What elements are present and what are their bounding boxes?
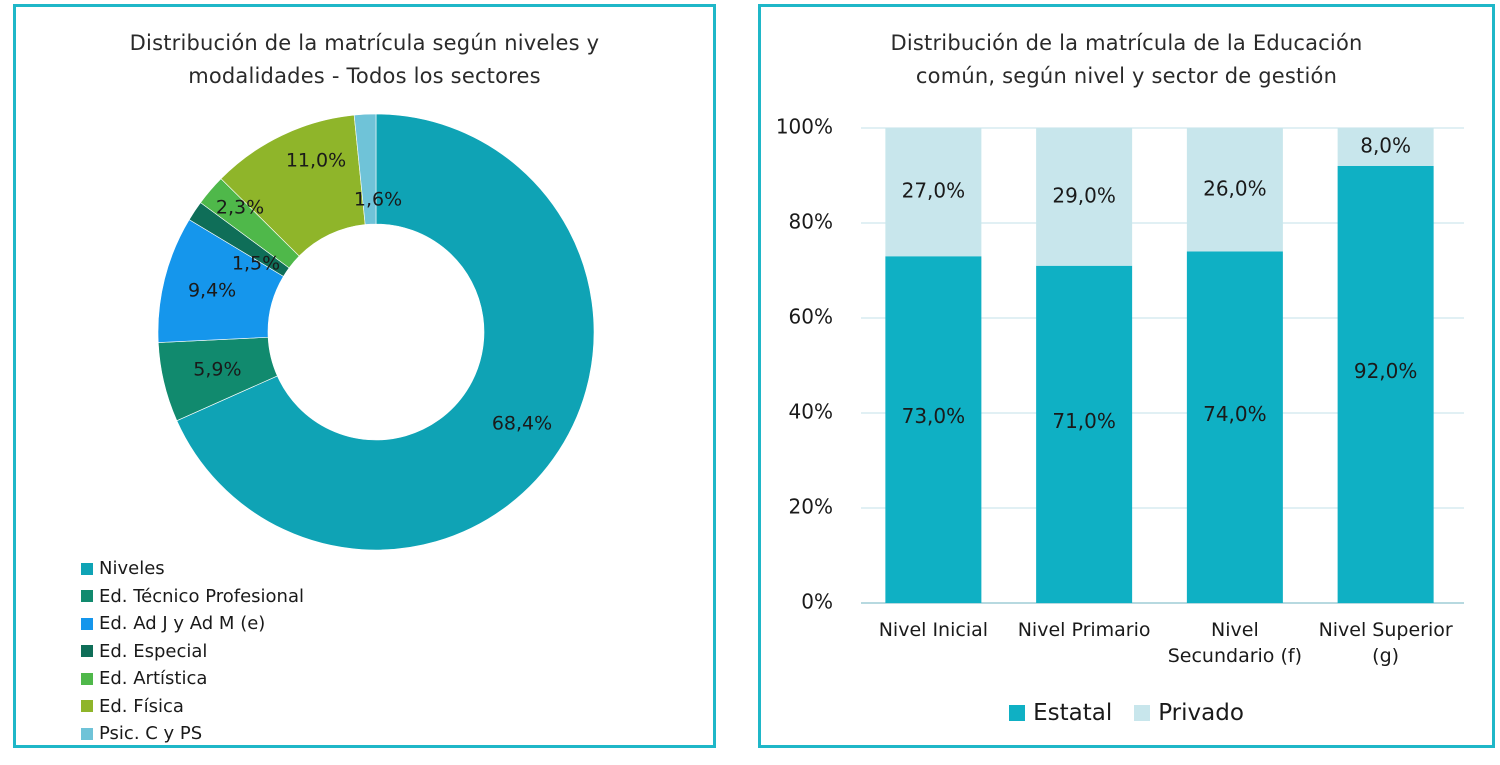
- donut-legend-label-1: Ed. Técnico Profesional: [99, 585, 304, 607]
- bar-category-label-0: Nivel Inicial: [858, 617, 1008, 643]
- bar-data-label-estatal-1: 71,0%: [1052, 409, 1116, 433]
- donut-legend-item-1: Ed. Técnico Profesional: [81, 583, 304, 611]
- donut-legend-swatch-2: [81, 617, 93, 630]
- bar-category-label-2: Nivel Secundario (f): [1160, 617, 1310, 669]
- bar-privado-3: [1337, 128, 1434, 166]
- bar-estatal-0: [885, 256, 982, 603]
- donut-legend-label-4: Ed. Artística: [99, 668, 208, 690]
- bar-data-label-privado-1: 29,0%: [1052, 183, 1116, 207]
- bar-estatal-1: [1036, 265, 1133, 603]
- donut-legend-label-6: Psic. C y PS: [99, 723, 203, 745]
- donut-slice-6: [353, 113, 377, 225]
- bar-category-label-line: Nivel Superior: [1318, 619, 1453, 641]
- bar-category-label-line: Nivel Inicial: [878, 619, 989, 641]
- donut-legend-swatch-0: [81, 562, 93, 575]
- bar-chart-title: Distribución de la matrícula de la Educa…: [761, 27, 1492, 93]
- donut-chart-panel: Distribución de la matrícula según nivel…: [13, 4, 716, 748]
- donut-legend-swatch-5: [81, 700, 93, 713]
- donut-data-label-5: 11,0%: [286, 150, 346, 172]
- bar-y-tick-label-4: 80%: [789, 210, 833, 234]
- bar-estatal-2: [1186, 251, 1283, 603]
- bar-data-label-privado-2: 26,0%: [1203, 176, 1267, 200]
- bar-estatal-3: [1337, 166, 1434, 603]
- bar-y-tick-label-1: 20%: [789, 495, 833, 519]
- bar-data-label-privado-3: 8,0%: [1360, 134, 1411, 158]
- bar-title-line-1: Distribución de la matrícula de la Educa…: [890, 31, 1363, 55]
- bar-y-tick-label-5: 100%: [776, 115, 833, 139]
- donut-legend-item-6: Psic. C y PS: [81, 720, 304, 748]
- bar-category-label-1: Nivel Primario: [1009, 617, 1159, 643]
- donut-legend-label-0: Niveles: [99, 558, 165, 580]
- donut-legend-swatch-1: [81, 590, 93, 603]
- donut-data-label-6: 1,6%: [354, 189, 402, 211]
- bar-privado-1: [1036, 128, 1133, 266]
- bar-y-tick-label-3: 60%: [789, 305, 833, 329]
- bar-legend-item-estatal: Estatal: [1009, 700, 1112, 726]
- bar-chart-panel: Distribución de la matrícula de la Educa…: [758, 4, 1495, 748]
- bar-category-label-line: (g): [1372, 645, 1400, 667]
- donut-data-label-3: 1,5%: [232, 253, 280, 275]
- bar-data-label-privado-0: 27,0%: [902, 179, 966, 203]
- donut-data-label-2: 9,4%: [188, 279, 236, 301]
- bar-category-label-line: Nivel Primario: [1017, 619, 1151, 641]
- bar-data-label-estatal-0: 73,0%: [902, 404, 966, 428]
- bar-privado-2: [1186, 128, 1283, 252]
- donut-legend: Niveles Ed. Técnico Profesional Ed. Ad J y…: [81, 555, 304, 748]
- bar-category-label-3: Nivel Superior (g): [1311, 617, 1461, 669]
- bar-legend-swatch-estatal: [1009, 705, 1026, 721]
- bar-legend: Estatal Privado: [761, 700, 1492, 726]
- bar-title-line-2: común, según nivel y sector de gestión: [915, 64, 1338, 88]
- bar-legend-label-privado: Privado: [1158, 700, 1244, 726]
- donut-legend-item-0: Niveles: [81, 555, 304, 583]
- bar-legend-swatch-privado: [1134, 705, 1151, 721]
- stacked-bar-chart: 0% 20% 40% 60% 80% 100% 73,0% 27,0% 71,0% 29,0% 74…: [776, 115, 1464, 614]
- donut-legend-swatch-6: [81, 727, 93, 740]
- donut-data-label-4: 2,3%: [216, 197, 264, 219]
- donut-chart-title: Distribución de la matrícula según nivel…: [16, 27, 713, 93]
- donut-title-line-1: Distribución de la matrícula según nivel…: [129, 31, 600, 55]
- bar-privado-0: [885, 128, 982, 257]
- bar-category-label-line: Secundario (f): [1167, 645, 1302, 667]
- donut-legend-label-2: Ed. Ad J y Ad M (e): [99, 613, 266, 635]
- bar-y-tick-label-0: 0%: [801, 590, 833, 614]
- bar-y-tick-label-2: 40%: [789, 400, 833, 424]
- bar-category-label-line: Nivel: [1211, 619, 1259, 641]
- bar-data-label-estatal-2: 74,0%: [1203, 402, 1267, 426]
- donut-legend-item-4: Ed. Artística: [81, 665, 304, 693]
- donut-slice-0: [176, 113, 595, 551]
- donut-legend-item-3: Ed. Especial: [81, 638, 304, 666]
- bar-legend-item-privado: Privado: [1134, 700, 1244, 726]
- donut-legend-item-2: Ed. Ad J y Ad M (e): [81, 610, 304, 638]
- donut-chart: 68,4% 5,9% 9,4% 1,5% 2,3% 11,0% 1,6%: [157, 113, 595, 551]
- donut-legend-swatch-4: [81, 672, 93, 685]
- donut-legend-label-3: Ed. Especial: [99, 640, 208, 662]
- donut-legend-item-5: Ed. Física: [81, 693, 304, 721]
- bar-legend-label-estatal: Estatal: [1033, 700, 1113, 726]
- donut-data-label-1: 5,9%: [193, 358, 241, 380]
- bar-data-label-estatal-3: 92,0%: [1354, 359, 1418, 383]
- donut-title-line-2: modalidades - Todos los sectores: [188, 64, 541, 88]
- donut-legend-swatch-3: [81, 645, 93, 658]
- donut-legend-label-5: Ed. Física: [99, 695, 184, 717]
- donut-data-label-0: 68,4%: [492, 413, 552, 435]
